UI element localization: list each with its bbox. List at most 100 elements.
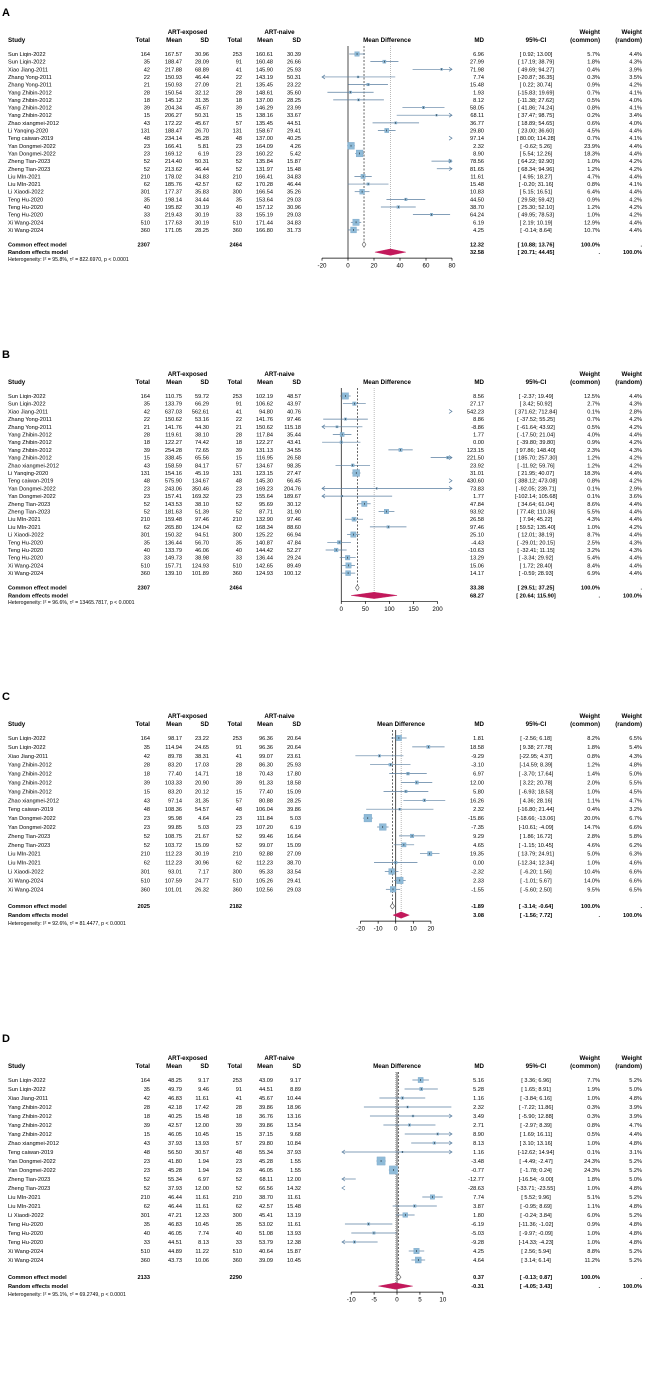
exposed-mean: 177.37 [165, 190, 182, 196]
exposed-total: 360 [141, 571, 150, 577]
exposed-total: 510 [141, 220, 150, 226]
naive-sd: 27.47 [287, 471, 301, 477]
naive-sd: 10.44 [287, 1096, 301, 1102]
md-value: 2.32 [473, 807, 484, 813]
study-name: Liu MIn-2021 [8, 174, 41, 180]
naive-total: 510 [233, 220, 242, 226]
exposed-sd: 30.19 [195, 852, 209, 858]
naive-total: 52 [236, 510, 242, 516]
weight-random: 5.8% [629, 834, 642, 840]
exposed-total: 33 [144, 1240, 150, 1246]
panel-label: D [2, 1033, 10, 1045]
exposed-sd: 6.97 [198, 1177, 209, 1183]
naive-total: 210 [233, 1195, 242, 1201]
study-name: Yang Zhibin-2012 [8, 90, 52, 96]
exposed-total: 301 [141, 870, 150, 876]
naive-total: 52 [236, 834, 242, 840]
naive-mean: 132.90 [256, 517, 273, 523]
naive-total: 253 [233, 736, 242, 742]
md-value: 25.10 [470, 533, 484, 539]
study-name: Yang Zhibin-2012 [8, 113, 52, 119]
ci-value: [ 49.69; 94.27] [518, 67, 554, 73]
x-axis-tick-label: -10 [347, 1297, 357, 1304]
naive-mean: 45.41 [259, 1213, 273, 1219]
weight-common: 0.5% [587, 98, 600, 104]
header-sd-exposed: SD [200, 1063, 209, 1070]
md-value: 44.50 [470, 197, 484, 203]
exposed-sd: 350.46 [192, 486, 209, 492]
naive-mean: 148.61 [256, 90, 273, 96]
naive-sd: 13.19 [287, 1213, 301, 1219]
exposed-total: 52 [144, 159, 150, 165]
weight-common: 2.0% [587, 781, 600, 787]
study-name: Liu MIn-2021 [8, 517, 41, 523]
random-effects-label: Random effects model [8, 1284, 68, 1290]
weight-random: 3.4% [629, 113, 642, 119]
naive-total: 33 [236, 1240, 242, 1246]
exposed-total: 210 [141, 174, 150, 180]
random-weight-common: . [598, 913, 600, 919]
weight-common: 0.4% [587, 807, 600, 813]
naive-total: 18 [236, 98, 242, 104]
naive-mean: 38.70 [259, 1195, 273, 1201]
naive-total: 48 [236, 479, 242, 485]
naive-total: 300 [233, 870, 242, 876]
weight-random: 3.2% [629, 807, 642, 813]
exposed-total: 22 [144, 417, 150, 423]
weight-common: 0.7% [587, 136, 600, 142]
naive-mean: 145.30 [256, 479, 273, 485]
study-name: Yang Zhibin-2012 [8, 781, 52, 787]
heterogeneity-text: Heterogeneity: I² = 95.1%, τ² = 69.2749,… [8, 1292, 126, 1298]
weight-common: 1.0% [587, 861, 600, 867]
exposed-sd: 34.83 [195, 174, 209, 180]
study-name: Teng Hu-2020 [8, 556, 43, 562]
naive-total: 510 [233, 563, 242, 569]
study-name: Liu MIn-2021 [8, 852, 41, 858]
md-value: -3.10 [471, 763, 484, 769]
md-value: 8.86 [473, 417, 484, 423]
study-name: Yang Zhibin-2012 [8, 106, 52, 112]
exposed-mean: 637.03 [165, 409, 182, 415]
x-axis-tick-label: 40 [397, 263, 404, 270]
weight-random: 4.3% [629, 548, 642, 554]
md-value: -7.35 [471, 825, 484, 831]
naive-total: 48 [236, 136, 242, 142]
exposed-sd: 101.89 [192, 571, 209, 577]
weight-common: 8.4% [587, 563, 600, 569]
exposed-sd: 28.25 [195, 228, 209, 234]
ci-value: [ -5.60; 2.50] [520, 887, 552, 893]
weight-common: 10.4% [584, 870, 600, 876]
weight-random: 4.4% [629, 510, 642, 516]
weight-common: 3.2% [587, 548, 600, 554]
weight-random: 4.4% [629, 144, 642, 150]
naive-mean: 145.90 [256, 67, 273, 73]
exposed-mean: 181.63 [165, 510, 182, 516]
weight-random: 3.9% [629, 67, 642, 73]
ci-arrow-left [321, 424, 326, 430]
naive-total: 23 [236, 151, 242, 157]
study-name: Zheng Tian-2023 [8, 167, 50, 173]
naive-mean: 169.23 [256, 486, 273, 492]
naive-mean: 160.48 [256, 60, 273, 66]
exposed-total: 23 [144, 486, 150, 492]
naive-total: 22 [236, 417, 242, 423]
exposed-sd: 9.17 [198, 1078, 209, 1084]
ci-value: [-20.87; 36.35] [518, 75, 555, 81]
naive-mean: 166.54 [256, 190, 273, 196]
exposed-sd: 56.70 [195, 540, 209, 546]
exposed-mean: 217.88 [165, 67, 182, 73]
weight-common: 4.5% [587, 129, 600, 135]
naive-sd: 115.18 [284, 425, 301, 431]
weight-random: 6.6% [629, 825, 642, 831]
random-md: 3.08 [473, 913, 484, 919]
common-weight-common: 100.0% [581, 904, 600, 910]
header-weight-random-sub: (random) [615, 37, 642, 44]
common-total-exposed: 2025 [138, 904, 150, 910]
exposed-sd: 54.57 [195, 807, 209, 813]
header-total-naive: Total [228, 37, 243, 44]
forest-panel-d: D ART-exposed ART-naive Weight Weight Study To… [2, 1033, 642, 1304]
study-name: Teng Hu-2020 [8, 1231, 43, 1237]
common-effect-label: Common effect model [8, 904, 67, 910]
ci-value: [ -4.49; -2.47] [519, 1159, 553, 1165]
ci-value: [-12.34; 12.34] [518, 861, 555, 867]
